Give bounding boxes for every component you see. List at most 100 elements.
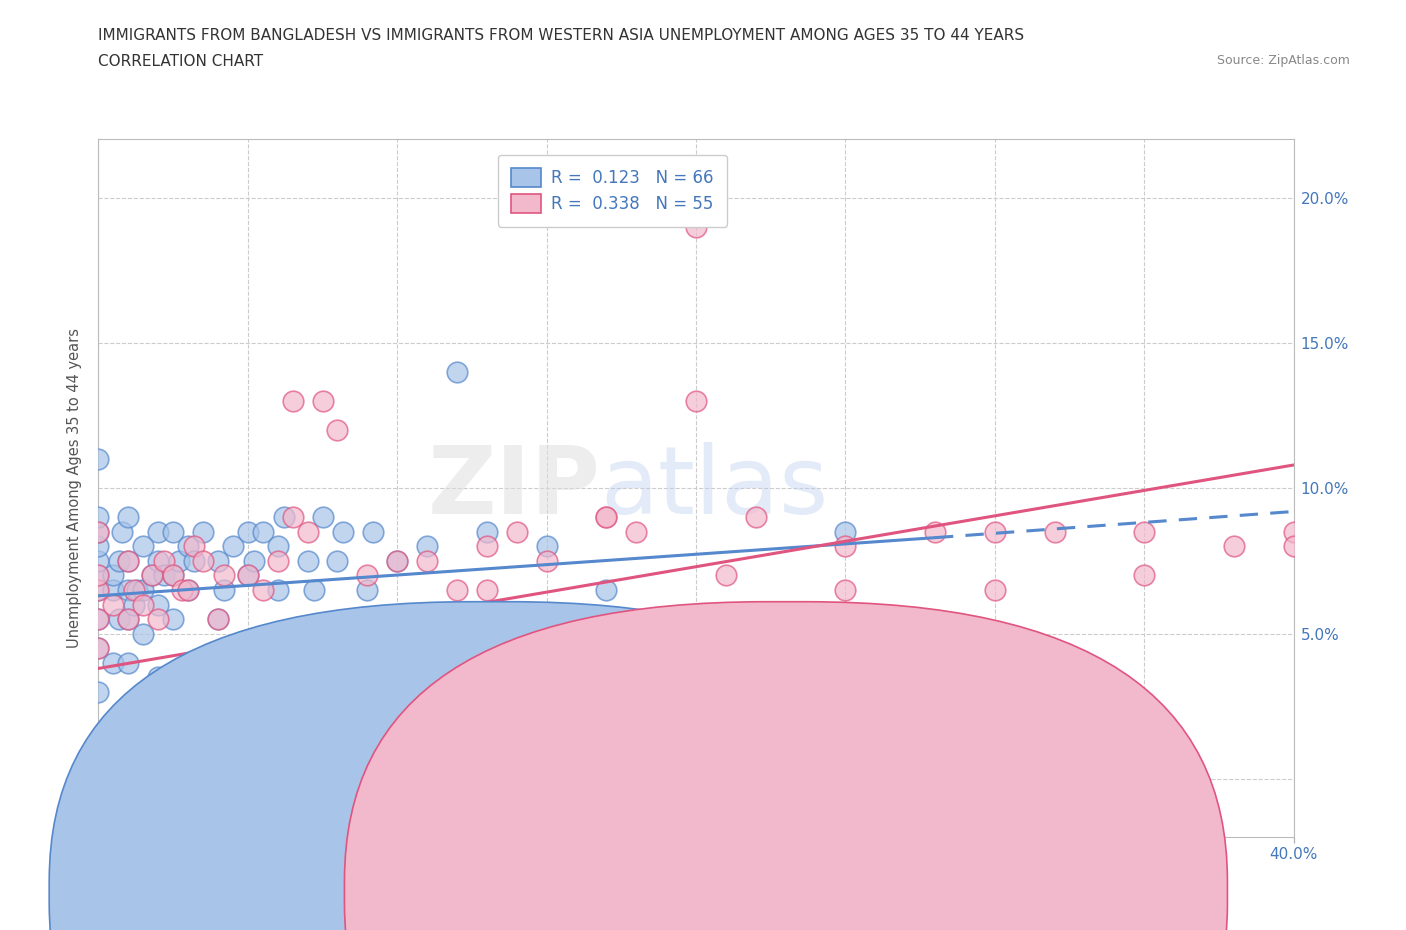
Point <box>153 553 176 568</box>
Point <box>207 612 229 627</box>
Point <box>297 525 319 539</box>
Point <box>252 525 274 539</box>
Point <box>536 553 558 568</box>
Point <box>326 553 349 568</box>
Point <box>212 568 235 583</box>
Point <box>207 612 229 627</box>
Text: CORRELATION CHART: CORRELATION CHART <box>98 54 263 69</box>
Text: Source: ZipAtlas.com: Source: ZipAtlas.com <box>1216 54 1350 67</box>
Point <box>87 582 110 597</box>
Point <box>281 393 304 408</box>
Point <box>87 539 110 554</box>
Point <box>236 568 259 583</box>
Point <box>475 525 498 539</box>
Point <box>984 582 1007 597</box>
Point <box>1282 539 1305 554</box>
Point <box>162 568 184 583</box>
Point <box>626 525 648 539</box>
Point <box>685 393 707 408</box>
Point <box>252 582 274 597</box>
Point <box>475 539 498 554</box>
Point <box>162 612 184 627</box>
Point <box>1043 525 1066 539</box>
Point <box>177 539 200 554</box>
Point <box>141 568 163 583</box>
Point <box>536 539 558 554</box>
Point <box>191 525 214 539</box>
Point <box>297 553 319 568</box>
Point <box>87 641 110 656</box>
Point <box>87 612 110 627</box>
Point <box>117 612 139 627</box>
Point <box>273 510 295 525</box>
Point <box>108 553 131 568</box>
Point <box>685 219 707 234</box>
Point <box>1282 525 1305 539</box>
Point <box>595 582 617 597</box>
Point <box>222 539 245 554</box>
Point <box>267 553 290 568</box>
Point <box>148 597 170 612</box>
Text: ZIP: ZIP <box>427 443 600 534</box>
Point <box>167 553 190 568</box>
Point <box>177 582 200 597</box>
Point <box>243 553 266 568</box>
Point <box>311 510 333 525</box>
Point <box>595 510 617 525</box>
Point <box>87 510 110 525</box>
Point <box>148 612 170 627</box>
Point <box>162 525 184 539</box>
Point <box>236 568 259 583</box>
Point <box>117 510 139 525</box>
Text: IMMIGRANTS FROM BANGLADESH VS IMMIGRANTS FROM WESTERN ASIA UNEMPLOYMENT AMONG AG: IMMIGRANTS FROM BANGLADESH VS IMMIGRANTS… <box>98 28 1025 43</box>
Y-axis label: Unemployment Among Ages 35 to 44 years: Unemployment Among Ages 35 to 44 years <box>67 328 83 648</box>
Point <box>385 553 409 568</box>
Point <box>326 422 349 438</box>
Point <box>311 393 333 408</box>
Point <box>924 525 946 539</box>
Point <box>183 553 205 568</box>
Point <box>714 568 737 583</box>
Point <box>183 539 205 554</box>
Point <box>281 510 304 525</box>
Point <box>1133 568 1156 583</box>
Point <box>356 568 378 583</box>
Point <box>103 568 125 583</box>
Point <box>267 582 290 597</box>
Point <box>172 582 194 597</box>
Point <box>302 582 325 597</box>
Point <box>177 582 200 597</box>
Point <box>153 568 176 583</box>
Point <box>132 597 155 612</box>
Point <box>385 553 409 568</box>
Point <box>475 582 498 597</box>
Point <box>103 597 125 612</box>
Point <box>87 553 110 568</box>
Point <box>148 525 170 539</box>
Point <box>108 612 131 627</box>
Point <box>148 670 170 684</box>
Legend: R =  0.123   N = 66, R =  0.338   N = 55: R = 0.123 N = 66, R = 0.338 N = 55 <box>498 154 727 227</box>
Text: atlas: atlas <box>600 443 828 534</box>
Point <box>332 525 354 539</box>
Point <box>103 656 125 671</box>
Point <box>124 597 146 612</box>
Point <box>87 641 110 656</box>
Point <box>685 684 707 699</box>
Point <box>1133 525 1156 539</box>
Point <box>124 582 146 597</box>
Point <box>132 582 155 597</box>
Text: Immigrants from Bangladesh: Immigrants from Bangladesh <box>520 884 742 900</box>
Point <box>1223 539 1246 554</box>
Point <box>141 568 163 583</box>
Point <box>103 582 125 597</box>
Point <box>87 568 110 583</box>
Point <box>506 525 529 539</box>
Point <box>87 525 110 539</box>
Point <box>111 525 134 539</box>
Point <box>356 582 378 597</box>
Point <box>87 582 110 597</box>
Point <box>127 582 149 597</box>
Point <box>117 612 139 627</box>
Point <box>132 539 155 554</box>
